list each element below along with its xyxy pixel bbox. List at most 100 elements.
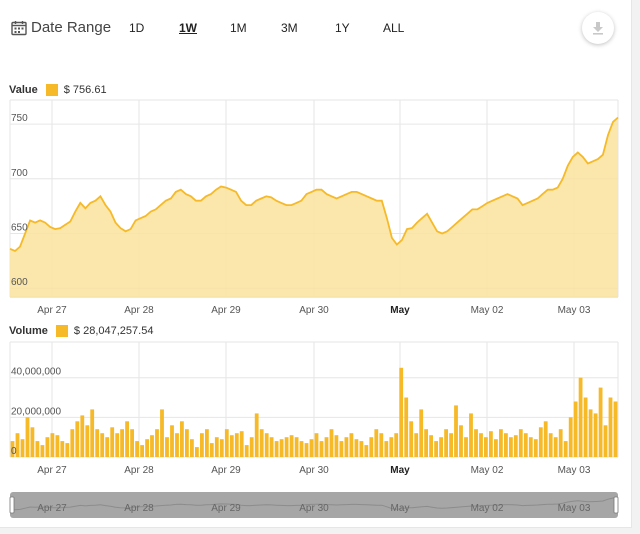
navigator[interactable]: Apr 27 Apr 28 Apr 29 Apr 30 May May 02 May 03	[9, 492, 619, 518]
volume-bar	[269, 437, 274, 457]
volume-bar	[214, 437, 219, 457]
volume-bar	[484, 437, 488, 457]
volume-xtick-label: Apr 30	[299, 465, 329, 476]
volume-bar	[374, 429, 379, 457]
volume-bar	[404, 397, 409, 457]
volume-bar	[434, 441, 438, 457]
volume-bar	[459, 425, 463, 457]
volume-bar	[414, 433, 419, 457]
volume-bar	[130, 429, 134, 457]
volume-axis: 0 20,000,000 40,000,000 Apr 27 Apr 28 Apr 29 A…	[11, 367, 591, 476]
volume-bar	[190, 439, 194, 457]
volume-bar	[140, 445, 144, 457]
value-ytick-label: 750	[11, 113, 28, 124]
volume-bar	[359, 441, 364, 457]
volume-bar	[284, 437, 289, 457]
volume-bar	[309, 439, 314, 457]
volume-bar	[394, 433, 399, 457]
volume-ytick-label: 0	[11, 446, 17, 457]
volume-bar	[444, 429, 448, 457]
volume-bar	[314, 433, 319, 457]
volume-series	[10, 367, 618, 457]
range-1y-button[interactable]: 1Y	[335, 21, 350, 35]
volume-bar	[568, 417, 573, 457]
value-area	[10, 117, 618, 297]
volume-bar	[439, 437, 443, 457]
volume-bar	[364, 445, 369, 457]
volume-bar	[145, 439, 149, 457]
volume-bar	[279, 439, 284, 457]
volume-bar	[409, 421, 414, 457]
volume-bar	[523, 433, 528, 457]
volume-bar	[224, 429, 229, 457]
volume-xtick-label: May 03	[558, 465, 591, 476]
navigator-xtick-label: May	[391, 503, 410, 514]
volume-bar	[30, 427, 35, 457]
volume-bar	[384, 441, 389, 457]
range-1m-button[interactable]: 1M	[230, 21, 247, 35]
navigator-track	[10, 492, 618, 518]
volume-bar	[115, 433, 120, 457]
volume-bar	[75, 421, 80, 457]
volume-bar	[558, 429, 563, 457]
navigator-xtick-label: Apr 27	[37, 503, 67, 514]
volume-bar	[150, 435, 154, 457]
value-xtick-label: Apr 28	[124, 305, 154, 316]
volume-bar	[509, 437, 513, 457]
volume-bar	[100, 433, 105, 457]
value-axis: 600 650 700 750 Apr 27 Apr 28 Apr 29 Apr 30 May M…	[11, 113, 591, 316]
volume-legend-swatch	[55, 325, 68, 337]
navigator-handle[interactable]	[613, 496, 619, 514]
volume-bar	[205, 429, 209, 457]
value-ytick-label: 700	[11, 168, 28, 179]
volume-bar	[533, 439, 538, 457]
volume-bar	[219, 439, 224, 457]
volume-bar	[344, 437, 349, 457]
volume-bar	[135, 441, 139, 457]
volume-xtick-label: May	[390, 465, 410, 476]
volume-bar	[105, 437, 110, 457]
range-3m-button[interactable]: 3M	[281, 21, 298, 35]
range-1d-button[interactable]: 1D	[129, 21, 145, 35]
volume-bar	[573, 401, 578, 457]
volume-bar	[229, 435, 234, 457]
value-legend: Value $ 756.61	[9, 84, 107, 96]
volume-bar	[125, 421, 129, 457]
navigator-handle[interactable]	[9, 496, 15, 514]
navigator-xtick-label: Apr 30	[299, 503, 329, 514]
date-range-label: Date Range	[31, 19, 112, 36]
volume-legend-value: $ 28,047,257.54	[73, 325, 154, 337]
volume-legend: Volume $ 28,047,257.54	[9, 325, 153, 337]
volume-bar	[70, 429, 75, 457]
volume-bar	[553, 437, 558, 457]
volume-bar	[469, 413, 473, 457]
volume-xtick-label: Apr 28	[124, 465, 154, 476]
toolbar: Date Range 1D 1W 1M 3M 1Y ALL	[0, 0, 632, 58]
navigator-xtick-label: Apr 29	[211, 503, 241, 514]
value-line	[9, 116, 619, 253]
volume-bar	[200, 433, 204, 457]
volume-bar	[264, 433, 269, 457]
volume-bar	[160, 409, 164, 457]
volume-bar	[15, 433, 20, 457]
volume-bar	[209, 443, 214, 457]
volume-bar	[389, 437, 394, 457]
volume-bar	[10, 441, 15, 457]
volume-bar	[593, 413, 598, 457]
volume-bar	[424, 429, 428, 457]
volume-bar	[35, 441, 40, 457]
navigator-xtick-label: May 03	[558, 503, 591, 514]
volume-bar	[90, 409, 95, 457]
value-ytick-label: 650	[11, 223, 28, 234]
volume-bar	[379, 433, 384, 457]
volume-bar	[120, 429, 124, 457]
value-xtick-label: Apr 30	[299, 305, 329, 316]
volume-bar	[449, 433, 453, 457]
volume-bar	[155, 429, 159, 457]
volume-bar	[454, 405, 458, 457]
range-1w-button[interactable]: 1W	[179, 21, 197, 35]
volume-bar	[95, 429, 100, 457]
volume-bar	[494, 439, 498, 457]
download-button[interactable]	[582, 12, 614, 44]
range-all-button[interactable]: ALL	[383, 21, 405, 35]
